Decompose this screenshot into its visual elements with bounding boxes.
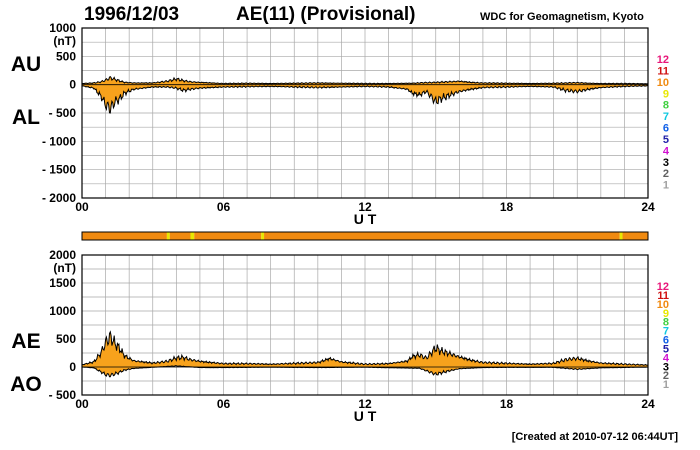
series-fill-ae-ao <box>82 331 648 377</box>
station-count-label: 2 <box>663 168 669 180</box>
station-bar-segment <box>264 232 620 240</box>
station-count-label: 6 <box>663 335 669 347</box>
grid <box>81 254 649 396</box>
station-count-label: 9 <box>663 88 669 100</box>
station-count-label: 7 <box>663 326 669 338</box>
station-count-label: 4 <box>663 352 670 364</box>
series-label-ao: AO <box>10 373 42 396</box>
y-tick-label: - 1500 <box>42 163 76 177</box>
x-tick-label: 12 <box>358 200 372 214</box>
station-bar-frame <box>81 231 649 241</box>
station-count-label: 11 <box>657 65 669 77</box>
y-tick-label: 0 <box>69 78 76 92</box>
station-count-label: 6 <box>663 123 669 135</box>
station-count-label: 8 <box>663 100 669 112</box>
station-count-label: 3 <box>663 157 669 169</box>
plot-date: 1996/12/03 <box>84 4 180 25</box>
data-center-credit: WDC for Geomagnetism, Kyoto <box>480 11 644 23</box>
y-tick-label: - 1000 <box>42 134 76 148</box>
au-al-panel: 1000 500 0 - 500 - 1000 - 1500 - 2000 (nT) 00 06 1… <box>11 21 670 227</box>
x-axis-label: U T <box>354 211 377 227</box>
series-line-al <box>81 84 649 114</box>
station-count-label: 8 <box>663 317 669 329</box>
x-tick-label: 18 <box>500 397 514 411</box>
x-tick-label: 24 <box>641 397 655 411</box>
station-count-label: 1 <box>663 379 669 391</box>
station-bar-segment <box>622 232 648 240</box>
y-tick-label: - 500 <box>49 388 77 402</box>
station-bar-segment <box>82 232 167 240</box>
x-tick-label: 06 <box>217 397 231 411</box>
station-count-label: 5 <box>663 343 669 355</box>
y-axis-unit: (nT) <box>53 261 76 275</box>
station-count-label: 3 <box>663 361 669 373</box>
created-timestamp: [Created at 2010-07-12 06:44UT] <box>511 431 678 443</box>
x-tick-label: 24 <box>641 200 655 214</box>
series-label-au: AU <box>11 53 41 76</box>
series-label-ae: AE <box>11 330 40 353</box>
series-fill-au-al <box>82 76 648 113</box>
y-tick-label: 1000 <box>49 304 76 318</box>
y-tick-label: - 2000 <box>42 191 76 205</box>
station-bar-segment <box>261 232 265 240</box>
y-tick-label: 1500 <box>49 276 76 290</box>
x-tick-label: 00 <box>75 397 89 411</box>
series-line-ae <box>81 330 649 366</box>
y-tick-label: - 500 <box>49 106 77 120</box>
x-tick-label: 00 <box>75 200 89 214</box>
plot-title: AE(11) (Provisional) <box>236 4 416 25</box>
station-count-bar <box>81 231 649 241</box>
station-bar-segment <box>190 232 195 240</box>
y-tick-label: 500 <box>56 49 76 63</box>
station-count-label: 7 <box>663 111 669 123</box>
station-bar-segment <box>166 232 170 240</box>
plot-frame <box>81 254 649 396</box>
y-tick-label: 0 <box>69 360 76 374</box>
station-count-label: 5 <box>663 134 669 146</box>
station-bar-segment <box>169 232 191 240</box>
station-count-label: 2 <box>663 370 669 382</box>
x-axis-label: U T <box>354 408 377 424</box>
plot-frame <box>81 27 649 199</box>
y-tick-label: 1000 <box>49 21 76 35</box>
station-count-label: 12 <box>657 281 669 293</box>
station-count-label: 9 <box>663 308 669 320</box>
x-tick-label: 06 <box>217 200 231 214</box>
station-count-label: 12 <box>657 54 669 66</box>
station-bar-segment <box>194 232 262 240</box>
station-count-label: 4 <box>663 145 670 157</box>
series-line-au <box>81 75 649 85</box>
station-bar-segment <box>619 232 623 240</box>
station-count-label: 10 <box>657 299 669 311</box>
series-label-al: AL <box>12 106 40 129</box>
x-tick-label: 12 <box>358 397 372 411</box>
station-count-label: 11 <box>657 290 669 302</box>
y-tick-label: 2000 <box>49 248 76 262</box>
y-tick-label: 500 <box>56 332 76 346</box>
station-count-label: 10 <box>657 77 669 89</box>
station-count-label: 1 <box>663 180 669 192</box>
grid <box>81 27 649 199</box>
x-tick-label: 18 <box>500 200 514 214</box>
y-axis-unit: (nT) <box>53 34 76 48</box>
